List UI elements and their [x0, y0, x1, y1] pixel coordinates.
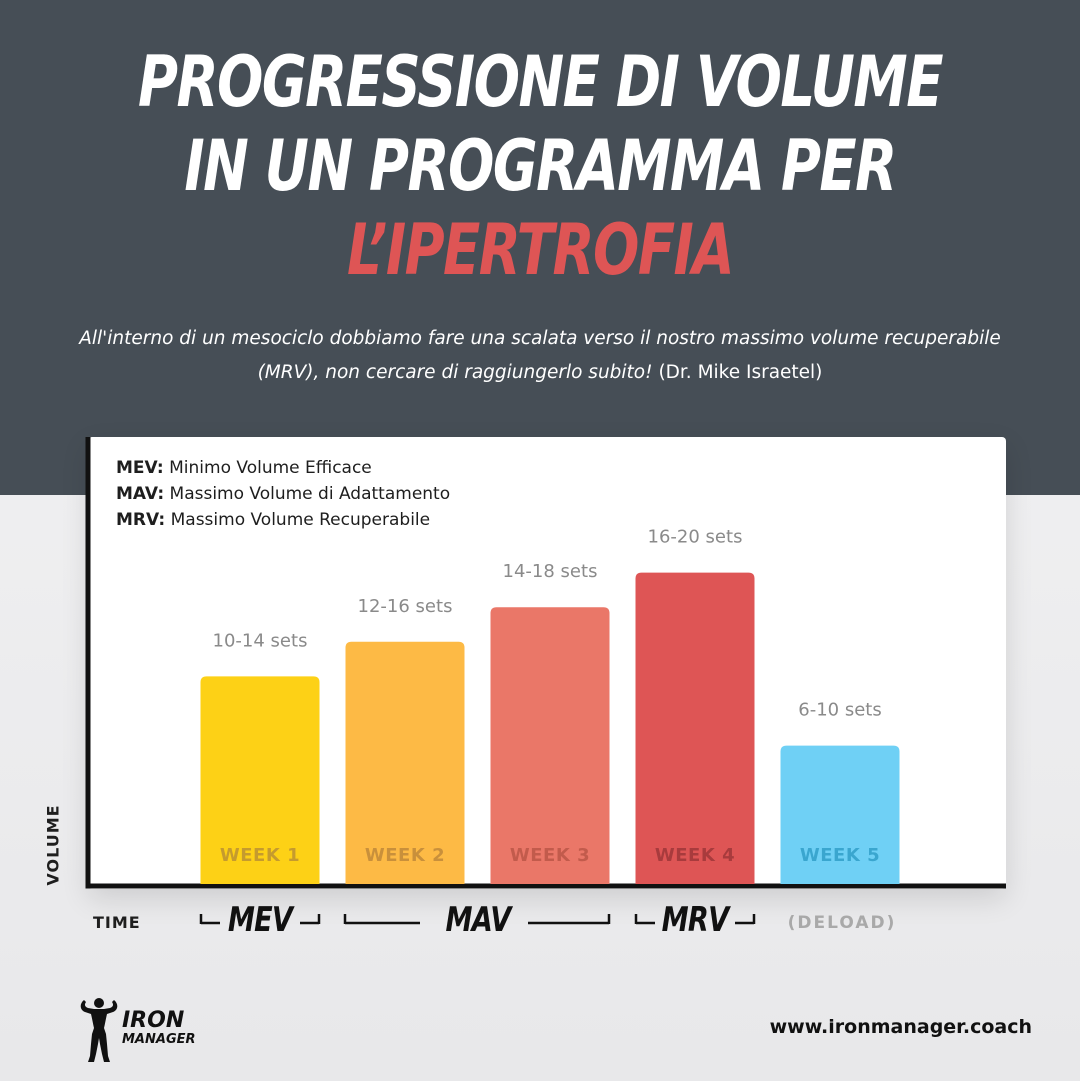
subtitle-author: (Dr. Mike Israetel) — [658, 362, 823, 383]
legend-text: Massimo Volume di Adattamento — [169, 484, 451, 504]
data-label: 6-10 sets — [798, 700, 881, 721]
phase-label-mrv: MRV — [661, 900, 729, 940]
logo-word-iron: IRON — [122, 1008, 185, 1033]
legend-key: MEV: — [116, 458, 164, 478]
data-label: 16-20 sets — [648, 527, 743, 548]
logo-word-manager: MANAGER — [122, 1032, 196, 1047]
bodybuilder-logo-icon — [80, 998, 118, 1062]
page-title: PROGRESSIONE DI VOLUME IN UN PROGRAMMA P… — [119, 40, 961, 292]
title-line-1: PROGRESSIONE DI VOLUME — [138, 41, 943, 123]
category-label: WEEK 5 — [800, 845, 880, 866]
category-label: WEEK 1 — [220, 845, 300, 866]
data-label: 12-16 sets — [358, 596, 453, 617]
bar — [635, 572, 755, 884]
legend-item-mev: MEV: Minimo Volume Efficace — [116, 455, 450, 481]
title-line-2: IN UN PROGRAMMA PER — [184, 125, 897, 207]
legend-key: MAV: — [116, 484, 165, 504]
legend-key: MRV: — [116, 510, 166, 530]
category-label: WEEK 3 — [510, 845, 590, 866]
legend-text: Minimo Volume Efficace — [169, 458, 372, 478]
phase-label-mav: MAV — [445, 900, 512, 940]
category-label: WEEK 2 — [365, 845, 445, 866]
data-label: 10-14 sets — [213, 630, 308, 651]
header-band — [0, 0, 1080, 495]
y-axis-label: VOLUME — [43, 804, 63, 886]
x-axis-label: TIME — [93, 913, 141, 932]
data-label: 14-18 sets — [503, 561, 598, 582]
bar — [200, 676, 320, 884]
legend-item-mav: MAV: Massimo Volume di Adattamento — [116, 481, 450, 507]
subtitle-quote: All'interno di un mesociclo dobbiamo far… — [79, 328, 1001, 383]
legend-text: Massimo Volume Recuperabile — [170, 510, 431, 530]
bar — [490, 607, 610, 884]
logo-wordmark: IRON MANAGER — [122, 1010, 196, 1048]
legend-item-mrv: MRV: Massimo Volume Recuperabile — [116, 507, 450, 533]
title-line-3: L’IPERTROFIA — [346, 209, 735, 291]
legend: MEV: Minimo Volume Efficace MAV: Massimo… — [116, 455, 450, 533]
bar — [345, 641, 465, 884]
phase-label-mev: MEV — [227, 900, 293, 940]
subtitle: All'interno di un mesociclo dobbiamo far… — [60, 322, 1020, 390]
website-link[interactable]: www.ironmanager.coach — [769, 1016, 1032, 1038]
category-label: WEEK 4 — [655, 845, 735, 866]
bar — [780, 745, 900, 884]
phase-label-deload: (DELOAD) — [787, 913, 897, 933]
